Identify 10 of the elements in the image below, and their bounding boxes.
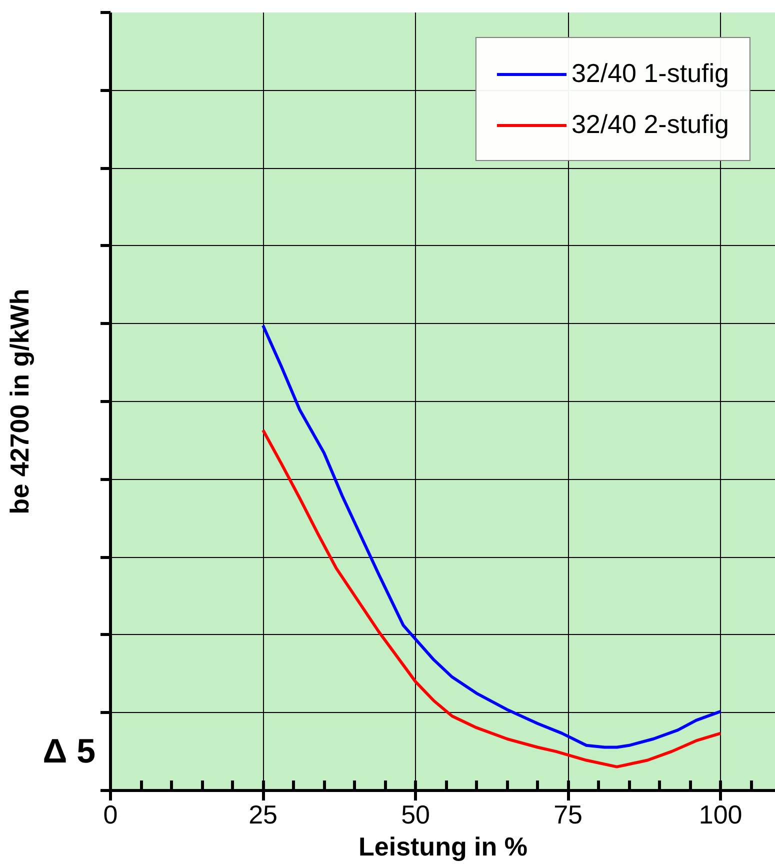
x-tick-label: 100 <box>698 800 742 830</box>
x-tick-label: 75 <box>554 800 583 830</box>
x-tick-label: 50 <box>401 800 430 830</box>
y-axis-title: be 42700 in g/kWh <box>4 288 35 514</box>
x-tick-label: 25 <box>248 800 278 830</box>
legend-label: 32/40 1-stufig <box>571 58 729 89</box>
x-tick-label: 0 <box>103 800 118 830</box>
text: Δ 5 <box>42 732 96 771</box>
x-axis-title: Leistung in % <box>358 832 528 862</box>
legend-label: 32/40 2-stufig <box>571 109 729 140</box>
